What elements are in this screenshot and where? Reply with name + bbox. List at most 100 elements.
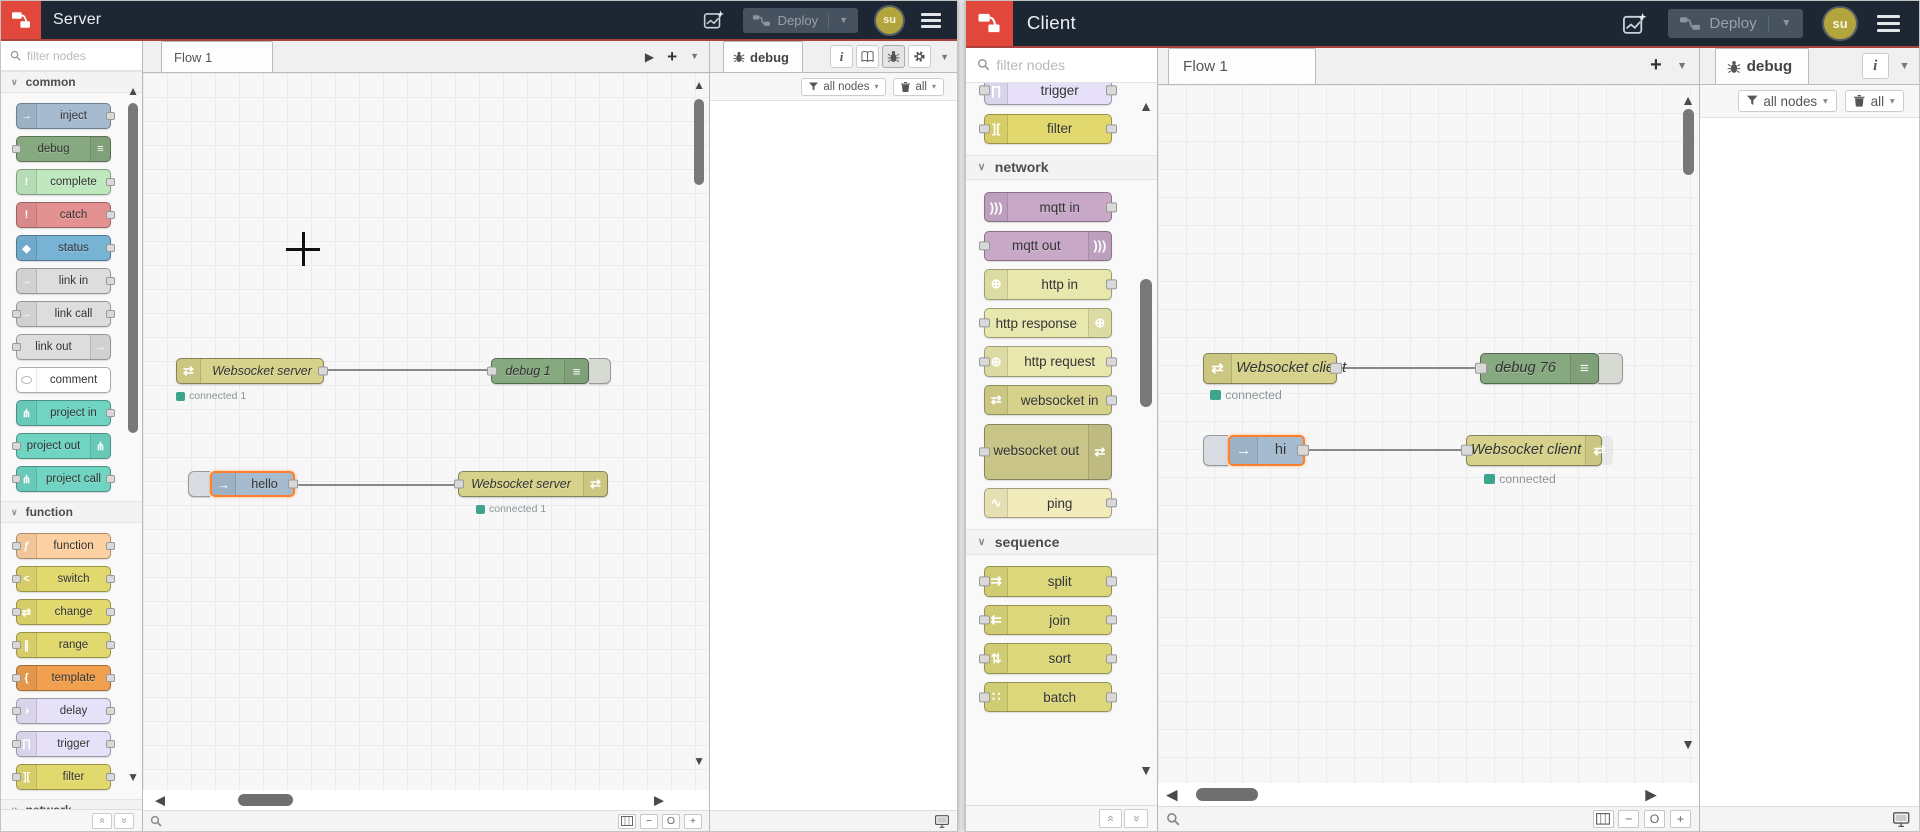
output-port[interactable] bbox=[318, 366, 328, 376]
debug-filter-button[interactable]: all nodes ▾ bbox=[1737, 90, 1837, 112]
zoom-out-button[interactable]: − bbox=[640, 813, 658, 829]
palette-node-debug[interactable]: debug ≡ bbox=[12, 136, 111, 162]
scroll-left-arrow[interactable]: ◀ bbox=[155, 792, 165, 808]
flow-node-websocket-server-in[interactable]: ⇄ Websocket server bbox=[176, 358, 328, 384]
palette-node-project-in[interactable]: ⋔ project in bbox=[16, 400, 115, 426]
main-menu-icon[interactable] bbox=[1876, 14, 1901, 33]
zoom-in-button[interactable]: + bbox=[1669, 810, 1691, 828]
palette-node-function[interactable]: ƒ function bbox=[12, 533, 115, 559]
flow-node-debug-1[interactable]: debug 1 ≡ bbox=[487, 358, 589, 384]
palette-node-mqtt-out[interactable]: mqtt out ))) bbox=[979, 230, 1112, 262]
palette-node-project-call[interactable]: ⋔ project call bbox=[12, 466, 115, 492]
tab-flow-1[interactable]: Flow 1 bbox=[161, 41, 273, 72]
wire[interactable] bbox=[1308, 449, 1466, 452]
inject-button[interactable] bbox=[1203, 435, 1228, 467]
flow-node-websocket-client-out[interactable]: Websocket client ⇄ bbox=[1461, 435, 1614, 466]
collapse-all-categories-button[interactable]: « bbox=[92, 812, 112, 829]
sidebar-menu-caret[interactable]: ▼ bbox=[1899, 60, 1910, 73]
input-port[interactable] bbox=[487, 366, 497, 376]
palette-node-websocket-out[interactable]: websocket out ⇄ bbox=[979, 423, 1112, 480]
wire[interactable] bbox=[1340, 367, 1480, 370]
scroll-down-arrow[interactable]: ▼ bbox=[1681, 736, 1695, 753]
output-port[interactable] bbox=[1297, 445, 1309, 456]
palette-category-common[interactable]: ∨ common bbox=[1, 71, 142, 93]
debug-toggle-button[interactable] bbox=[1598, 353, 1623, 385]
wire[interactable] bbox=[298, 484, 458, 486]
sidebar-menu-caret[interactable]: ▼ bbox=[940, 51, 949, 62]
palette-scrollbar-thumb[interactable] bbox=[1140, 278, 1152, 407]
palette-category-function[interactable]: ∨ function bbox=[1, 501, 142, 523]
deploy-options-caret[interactable]: ▼ bbox=[839, 15, 848, 25]
flow-node-debug-76[interactable]: debug 76 ≡ bbox=[1475, 353, 1599, 384]
debug-button[interactable] bbox=[882, 45, 906, 68]
palette-node-range[interactable]: ∥ range bbox=[12, 632, 115, 658]
palette-node-filter[interactable]: ][ filter bbox=[979, 113, 1117, 145]
flow-node-hi-inject[interactable]: → hi bbox=[1228, 435, 1309, 466]
palette-node-join[interactable]: ⇇ join bbox=[979, 604, 1117, 636]
palette-node-http-response[interactable]: http response ⊕ bbox=[979, 307, 1112, 339]
scroll-right-arrow[interactable]: ▶ bbox=[1645, 786, 1657, 804]
palette-node-link-in[interactable]: → link in bbox=[16, 268, 115, 294]
scroll-up-arrow[interactable]: ▲ bbox=[1139, 97, 1153, 114]
input-port[interactable] bbox=[1461, 445, 1473, 456]
hscroll-thumb[interactable] bbox=[1196, 788, 1258, 802]
palette-node-catch[interactable]: ! catch bbox=[16, 202, 115, 228]
info-button[interactable]: i bbox=[1861, 52, 1889, 80]
deploy-options-caret[interactable]: ▼ bbox=[1781, 17, 1792, 30]
main-menu-icon[interactable] bbox=[921, 12, 941, 28]
palette-node-trigger[interactable]: ∏ trigger bbox=[979, 82, 1117, 106]
palette-node-link-out[interactable]: link out → bbox=[12, 334, 111, 360]
canvas-horizontal-scrollbar[interactable]: ◀ ▶ bbox=[143, 790, 709, 810]
scroll-down-arrow[interactable]: ▼ bbox=[693, 754, 705, 768]
search-icon[interactable] bbox=[150, 815, 162, 827]
palette-node-filter[interactable]: ][ filter bbox=[12, 764, 115, 790]
palette-scrollbar-thumb[interactable] bbox=[128, 103, 138, 433]
debug-clear-button[interactable]: all ▾ bbox=[1845, 90, 1904, 112]
flow-canvas[interactable]: ⇄ Websocket server connected 1 debug 1 ≡ bbox=[143, 73, 709, 790]
collapse-all-categories-button[interactable]: « bbox=[1098, 809, 1123, 828]
add-flow-button[interactable]: + bbox=[1650, 54, 1662, 77]
flow-list-caret[interactable]: ▼ bbox=[1676, 59, 1688, 72]
scroll-down-arrow[interactable]: ▼ bbox=[127, 770, 139, 784]
flow-canvas[interactable]: ⇄ Websocket client connected debug 76 ≡ … bbox=[1158, 85, 1699, 784]
scroll-down-arrow[interactable]: ▼ bbox=[1139, 761, 1153, 778]
help-button[interactable] bbox=[856, 45, 880, 68]
canvas-horizontal-scrollbar[interactable]: ◀ ▶ bbox=[1158, 783, 1699, 806]
palette-search[interactable] bbox=[966, 48, 1157, 83]
palette-search-input[interactable] bbox=[996, 56, 1147, 73]
palette-node-trigger[interactable]: ∏ trigger bbox=[12, 731, 115, 757]
tab-flow-1[interactable]: Flow 1 bbox=[1168, 47, 1316, 85]
palette-node-status[interactable]: ◆ status bbox=[16, 235, 115, 261]
palette-node-inject[interactable]: → inject bbox=[16, 103, 115, 129]
config-nodes-button[interactable] bbox=[908, 45, 932, 68]
deploy-button[interactable]: Deploy ▼ bbox=[742, 7, 858, 33]
export-flow-image-icon[interactable] bbox=[1622, 11, 1648, 37]
palette-node-template[interactable]: { template bbox=[12, 665, 115, 691]
palette-node-batch[interactable]: ∷ batch bbox=[979, 682, 1117, 713]
tab-debug[interactable]: debug bbox=[723, 41, 803, 72]
user-avatar[interactable]: su bbox=[1824, 7, 1856, 40]
palette-category-sequence[interactable]: ∨ sequence bbox=[966, 528, 1157, 555]
scroll-up-arrow[interactable]: ▲ bbox=[1681, 92, 1695, 109]
navigator-toggle-button[interactable] bbox=[618, 813, 636, 829]
zoom-reset-button[interactable]: O bbox=[662, 813, 680, 829]
open-debug-window-icon[interactable] bbox=[935, 814, 949, 828]
flow-node-hello-inject[interactable]: → hello bbox=[210, 471, 298, 497]
palette-search[interactable] bbox=[1, 41, 142, 71]
user-avatar[interactable]: su bbox=[876, 6, 903, 34]
zoom-in-button[interactable]: + bbox=[684, 813, 702, 829]
scroll-right-arrow[interactable]: ▶ bbox=[654, 792, 664, 808]
navigator-toggle-button[interactable] bbox=[1592, 810, 1614, 828]
palette-node-http-in[interactable]: ⊕ http in bbox=[984, 269, 1117, 300]
debug-messages-panel[interactable] bbox=[1700, 117, 1919, 807]
palette-node-mqtt-in[interactable]: ))) mqtt in bbox=[984, 192, 1117, 223]
palette-node-http-request[interactable]: ⊕ http request bbox=[979, 346, 1117, 377]
palette-node-change[interactable]: ⇄ change bbox=[12, 599, 115, 625]
debug-clear-button[interactable]: all ▾ bbox=[893, 77, 944, 96]
flow-node-websocket-client-in[interactable]: ⇄ Websocket client bbox=[1203, 353, 1346, 384]
palette-category-network[interactable]: ∨ network bbox=[966, 154, 1157, 181]
hscroll-thumb[interactable] bbox=[238, 794, 293, 806]
palette-node-project-out[interactable]: project out ⋔ bbox=[12, 433, 111, 459]
debug-toggle-button[interactable] bbox=[589, 358, 611, 384]
palette-node-comment[interactable]: comment bbox=[16, 367, 111, 393]
